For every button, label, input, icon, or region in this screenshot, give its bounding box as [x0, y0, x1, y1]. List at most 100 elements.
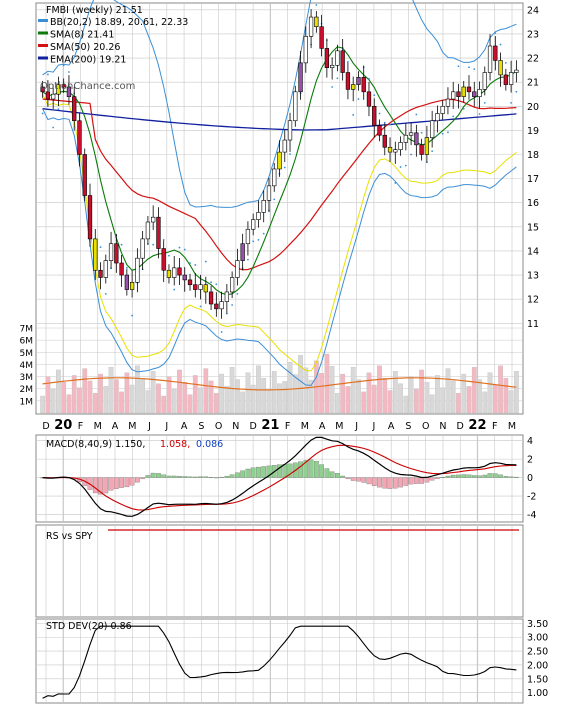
sar-dot — [373, 94, 376, 97]
rs-panel — [35, 524, 524, 618]
macd-hist-bar — [261, 466, 267, 478]
sar-dot — [178, 246, 181, 249]
sar-dot — [257, 238, 260, 241]
volume-bar — [224, 386, 230, 414]
sar-dot — [447, 131, 449, 134]
candle-body — [229, 277, 235, 293]
candle-body — [245, 228, 251, 245]
candle-body — [493, 45, 498, 61]
volume-bar — [56, 369, 61, 414]
macd-hist-bar — [187, 476, 193, 478]
y-tick-label: 21 — [527, 78, 539, 89]
sar-dot — [273, 198, 276, 201]
sar-dot — [457, 65, 460, 68]
ema200-legend-swatch — [38, 56, 48, 60]
macd-hist-bar — [245, 468, 251, 478]
candle-body — [272, 168, 277, 187]
macd-hist-bar — [92, 477, 98, 494]
volume-bar — [219, 373, 224, 414]
candle-body — [198, 284, 203, 290]
candle-body — [324, 48, 330, 68]
ema200-legend-label: EMA(200) 19.21 — [50, 55, 126, 66]
candle-body — [93, 238, 98, 271]
volume-bar — [324, 353, 330, 414]
x-tick-label: J — [147, 421, 151, 432]
sar-dot — [368, 77, 370, 80]
macd-hist-bar — [324, 468, 330, 478]
macd-hist-bar — [456, 474, 461, 478]
candle-body — [161, 248, 166, 271]
std-dev-line — [42, 625, 517, 699]
volume-bar — [182, 382, 188, 414]
volume-bar — [345, 386, 351, 414]
candle-body — [461, 86, 466, 97]
volume-bar — [187, 394, 193, 414]
x-tick-label: A — [388, 421, 395, 432]
sar-dot — [515, 90, 518, 93]
volume-bar — [287, 362, 293, 414]
macd-tick-label: 2 — [527, 455, 533, 466]
y-tick-label: 20 — [527, 102, 539, 113]
macd-hist-bar — [371, 477, 377, 486]
volume-bar — [461, 373, 467, 414]
sma50-legend-label: SMA(50) 20.26 — [50, 42, 120, 53]
sar-dot — [404, 164, 407, 167]
macd-hist-bar — [313, 461, 319, 478]
y-tick-label: 15 — [527, 222, 539, 233]
main-panel — [35, 2, 524, 415]
candle-body — [477, 89, 482, 97]
x-tick-label: F — [492, 421, 497, 432]
sar-dot — [389, 123, 391, 126]
volume-tick-label: 2M — [20, 385, 34, 395]
macd-hist-bar — [166, 475, 172, 478]
macd-hist-bar — [182, 476, 188, 478]
volume-bar — [103, 386, 109, 414]
volume-bar — [366, 372, 372, 414]
sar-dot — [452, 115, 455, 118]
candle-body — [129, 282, 135, 290]
sar-dot — [173, 288, 176, 291]
std-tick-label: 1.50 — [527, 674, 548, 685]
macd-hist-bar — [398, 477, 403, 488]
x-tick-label: N — [232, 421, 239, 432]
candle-body — [182, 274, 187, 281]
candle-body — [487, 45, 493, 73]
candle-body — [377, 125, 382, 136]
x-tick-label: S — [198, 421, 204, 432]
volume-bar — [277, 383, 282, 414]
macd-hist-bar — [335, 473, 340, 478]
sar-dot — [262, 232, 265, 235]
candle-body — [151, 216, 156, 223]
candle-body — [256, 212, 261, 220]
candle-body — [166, 269, 172, 278]
sar-dot — [289, 153, 291, 155]
volume-tick-label: 4M — [20, 361, 34, 371]
x-tick-label: A — [112, 421, 119, 432]
x-tick-label: M — [301, 421, 309, 432]
macd-hist-bar — [329, 471, 335, 478]
macd-hist-bar — [487, 473, 493, 478]
candle-body — [177, 267, 182, 276]
macd-hist-bar — [413, 477, 419, 484]
candle-body — [51, 93, 56, 100]
volume-bar — [340, 373, 346, 414]
volume-bar — [392, 371, 398, 414]
y-tick-label: 14 — [527, 246, 539, 257]
macd-line — [42, 436, 517, 517]
candle-body — [240, 243, 245, 261]
macd-tick-label: 4 — [527, 436, 533, 447]
macd-hist-bar — [377, 477, 382, 488]
candle-body — [266, 185, 272, 201]
macd-hist-bar — [287, 463, 293, 478]
candle-body — [145, 221, 151, 240]
sar-dot — [410, 153, 412, 156]
candle-body — [135, 257, 140, 283]
macd-hist-bar — [156, 473, 161, 478]
x-tick-label: M — [335, 421, 343, 432]
macd-hist-bar — [235, 472, 240, 478]
bb-lower-line — [42, 108, 517, 386]
macd-tick-label: 0 — [527, 473, 533, 484]
volume-bar — [87, 380, 93, 414]
volume-bar — [119, 391, 124, 414]
